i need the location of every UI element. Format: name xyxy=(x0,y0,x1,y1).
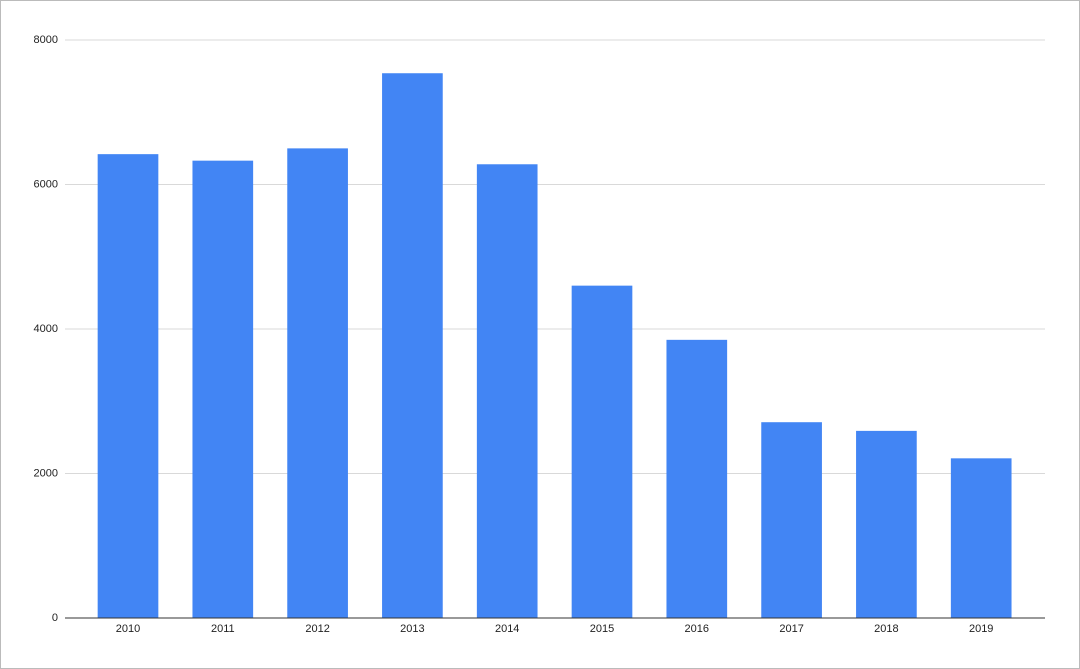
x-tick-label: 2019 xyxy=(969,623,993,635)
bar xyxy=(761,422,822,618)
y-tick-label: 2000 xyxy=(34,467,58,479)
bar xyxy=(666,339,728,618)
bar xyxy=(382,73,443,619)
x-tick-label: 2014 xyxy=(495,623,519,635)
y-tick-label: 4000 xyxy=(34,323,58,335)
y-tick-label: 6000 xyxy=(34,178,58,190)
x-tick-label: 2012 xyxy=(305,623,329,635)
bar xyxy=(476,164,538,618)
bar xyxy=(192,160,254,618)
x-tick-label: 2013 xyxy=(400,623,424,635)
x-tick-label: 2017 xyxy=(779,623,803,635)
x-tick-label: 2011 xyxy=(211,623,235,635)
bar xyxy=(287,148,348,618)
bar xyxy=(97,154,159,618)
x-tick-label: 2015 xyxy=(590,623,614,635)
x-tick-label: 2010 xyxy=(116,623,140,635)
bar xyxy=(950,458,1012,618)
bar xyxy=(856,430,917,618)
x-tick-label: 2018 xyxy=(874,623,898,635)
y-tick-label: 8000 xyxy=(34,34,58,46)
y-tick-label: 0 xyxy=(52,612,58,624)
bar xyxy=(571,285,633,618)
x-tick-label: 2016 xyxy=(685,623,709,635)
